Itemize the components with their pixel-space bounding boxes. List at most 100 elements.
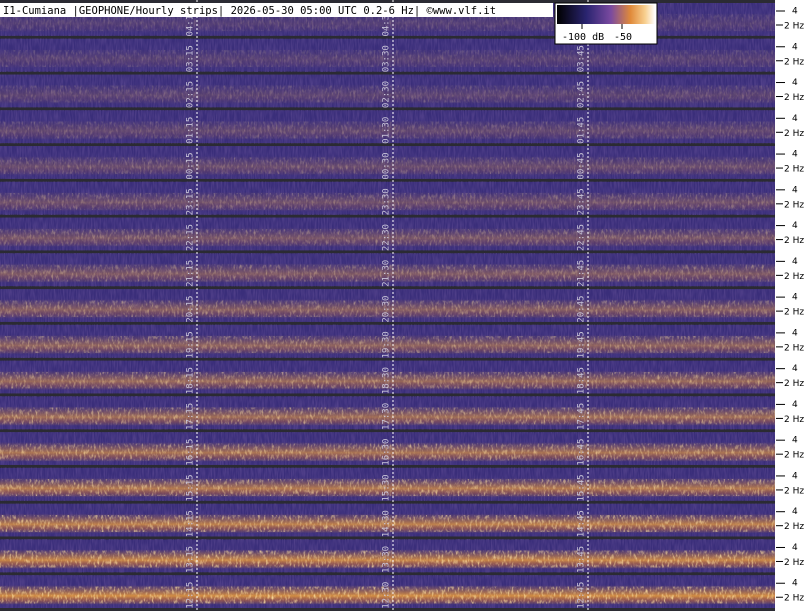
time-grid <box>196 0 589 611</box>
freq-label: 4 <box>792 436 798 446</box>
time-label: 23:15 <box>186 188 196 215</box>
strip-speckle <box>0 586 775 604</box>
freq-label: 4 <box>792 293 798 303</box>
freq-label: 2 Hz <box>784 558 804 568</box>
time-label: 04:15 <box>186 9 196 36</box>
time-label: 22:45 <box>577 224 587 251</box>
strip-speckle <box>0 550 775 568</box>
strip-speckle <box>0 336 775 353</box>
time-label: 03:15 <box>186 45 196 72</box>
time-label: 01:15 <box>186 117 196 144</box>
time-label: 16:30 <box>382 439 392 466</box>
strip-speckle <box>0 50 775 67</box>
time-label: 02:30 <box>382 81 392 108</box>
strip <box>0 181 775 215</box>
strip <box>0 253 775 287</box>
freq-label: 2 Hz <box>784 486 804 496</box>
time-label: 14:15 <box>186 510 196 537</box>
time-label: 15:45 <box>577 474 587 501</box>
time-label: 13:30 <box>382 546 392 573</box>
freq-label: 4 <box>792 543 798 553</box>
strip-speckle <box>0 515 775 532</box>
freq-label: 2 Hz <box>784 308 804 318</box>
strip <box>0 146 775 179</box>
time-label: 13:15 <box>186 546 196 573</box>
time-label: 13:45 <box>577 546 587 573</box>
freq-label: 2 Hz <box>784 165 804 175</box>
time-label: 00:15 <box>186 153 196 180</box>
freq-label: 4 <box>792 257 798 267</box>
freq-label: 4 <box>792 185 798 195</box>
time-label: 15:30 <box>382 474 392 501</box>
freq-label: 4 <box>792 328 798 338</box>
freq-label: 2 Hz <box>784 272 804 282</box>
time-label: 19:30 <box>382 331 392 358</box>
freq-label: 2 Hz <box>784 129 804 139</box>
time-label: 15:15 <box>186 474 196 501</box>
time-label: 17:30 <box>382 403 392 430</box>
colorbar-label: -100 dB <box>562 32 604 43</box>
freq-label: 4 <box>792 42 798 52</box>
time-label: 20:45 <box>577 296 587 323</box>
strip-speckle <box>0 407 775 425</box>
freq-label: 4 <box>792 7 798 17</box>
strip <box>0 289 775 322</box>
time-label: 12:30 <box>382 582 392 609</box>
colorbar-label: -50 <box>614 32 632 43</box>
time-label: 17:45 <box>577 403 587 430</box>
time-label: 21:30 <box>382 260 392 287</box>
colorbar-gradient <box>557 5 655 24</box>
time-label: 01:30 <box>382 117 392 144</box>
strip-speckle <box>0 479 775 496</box>
time-label: 03:45 <box>577 45 587 72</box>
strip-speckle <box>0 443 775 461</box>
time-label: 20:30 <box>382 296 392 323</box>
strip <box>0 432 775 465</box>
time-label: 01:45 <box>577 117 587 144</box>
freq-label: 2 Hz <box>784 343 804 353</box>
freq-label: 2 Hz <box>784 236 804 246</box>
freq-label: 2 Hz <box>784 451 804 461</box>
strip-speckle <box>0 372 775 389</box>
freq-label: 4 <box>792 400 798 410</box>
freq-label: 2 Hz <box>784 379 804 389</box>
strip <box>0 503 775 537</box>
time-label: 22:30 <box>382 224 392 251</box>
freq-label: 4 <box>792 114 798 124</box>
strip <box>0 575 775 608</box>
strip-speckle <box>0 264 775 282</box>
time-label: 16:15 <box>186 439 196 466</box>
strip <box>0 539 775 573</box>
freq-label: 2 Hz <box>784 200 804 210</box>
strip <box>0 360 775 394</box>
freq-label: 4 <box>792 78 798 88</box>
strip-speckle <box>0 85 775 103</box>
time-label: 18:45 <box>577 367 587 394</box>
colorbar: -100 dB -50 <box>554 2 658 45</box>
freq-label: 4 <box>792 471 798 481</box>
freq-label: 2 Hz <box>784 22 804 32</box>
strip-speckle <box>0 229 775 246</box>
time-label: 14:45 <box>577 510 587 537</box>
freq-label: 4 <box>792 507 798 517</box>
time-label: 19:45 <box>577 331 587 358</box>
time-label: 02:15 <box>186 81 196 108</box>
time-label: 12:45 <box>577 582 587 609</box>
header-title: I1-Cumiana |GEOPHONE/Hourly strips| 2026… <box>3 5 496 17</box>
time-label: 20:15 <box>186 296 196 323</box>
time-label: 04:30 <box>382 9 392 36</box>
time-label: 03:30 <box>382 45 392 72</box>
strip-speckle <box>0 300 775 317</box>
time-label: 18:15 <box>186 367 196 394</box>
right-panel <box>775 0 812 611</box>
freq-label: 4 <box>792 364 798 374</box>
time-label: 21:15 <box>186 260 196 287</box>
time-label: 23:30 <box>382 188 392 215</box>
time-label: 17:15 <box>186 403 196 430</box>
time-label: 00:45 <box>577 153 587 180</box>
time-label: 23:45 <box>577 188 587 215</box>
freq-label: 2 Hz <box>784 415 804 425</box>
